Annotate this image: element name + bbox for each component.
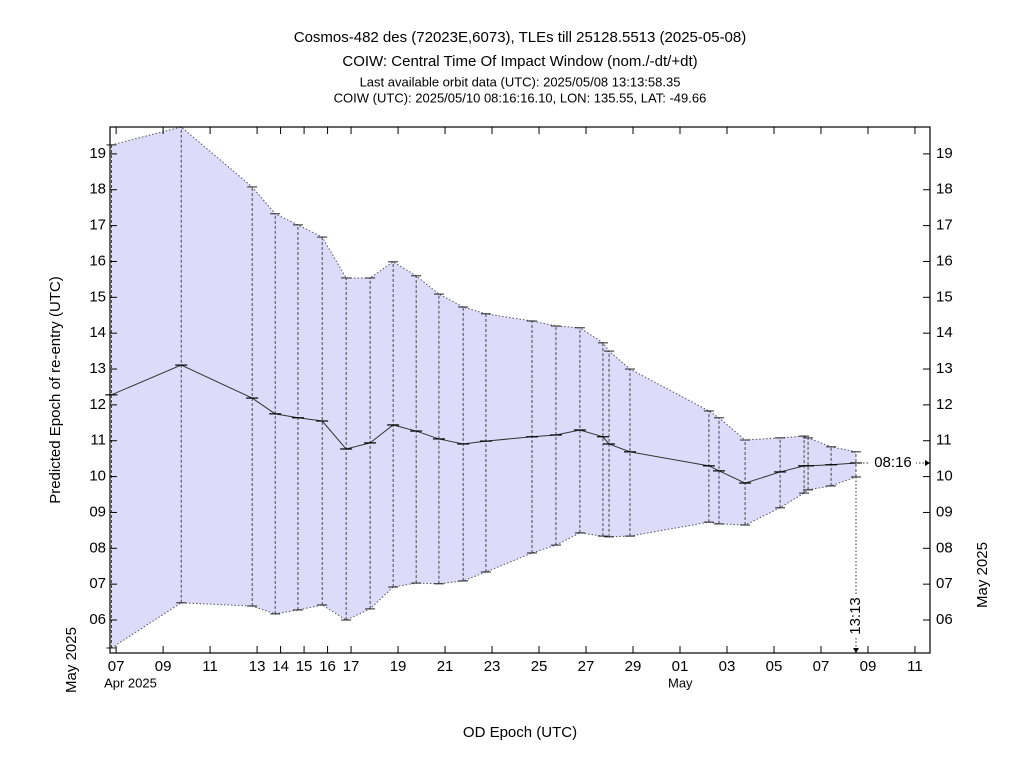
y2-tick-label: 17: [936, 217, 953, 234]
y2-tick-label: 11: [936, 432, 952, 449]
arrow: [925, 459, 930, 466]
y-tick-label: 15: [89, 288, 106, 305]
x-tick-label: 01: [672, 658, 689, 675]
y2-tick-label: 12: [936, 396, 953, 413]
y-tick-label: 14: [89, 324, 106, 341]
x-tick-label: 19: [390, 658, 407, 675]
y-tick-label: 11: [90, 432, 106, 449]
x-tick-label: 03: [719, 658, 736, 675]
arrow: [852, 648, 859, 653]
x-tick-label: 09: [860, 658, 877, 675]
y-tick-label: 08: [89, 539, 106, 556]
y2-tick-label: 09: [936, 503, 953, 520]
y2-tick-label: 15: [936, 288, 953, 305]
x-tick-label: 23: [484, 658, 501, 675]
last-label-bg: [846, 594, 865, 638]
x-sublabel: May: [668, 675, 693, 690]
x-tick-label: 07: [108, 658, 125, 675]
chart-subtitle: COIW: Central Time Of Impact Window (nom…: [342, 53, 697, 70]
x-tick-label: 15: [296, 658, 313, 675]
y-tick-label: 18: [89, 181, 106, 198]
y-tick-label: 12: [89, 396, 106, 413]
x-tick-label: 05: [766, 658, 783, 675]
coiw-label-bg: [870, 453, 916, 472]
x-tick-label: 09: [155, 658, 172, 675]
x-tick-label: 13: [249, 658, 266, 675]
y2-tick-label: 13: [936, 360, 953, 377]
x-tick-label: 07: [813, 658, 830, 675]
y2-tick-label: 18: [936, 181, 953, 198]
y-tick-label: 16: [89, 252, 106, 269]
y-axis-label: Predicted Epoch of re-entry (UTC): [47, 276, 64, 504]
x-tick-label: 11: [907, 658, 923, 675]
plot-frame: [109, 126, 931, 654]
x-axis-label: OD Epoch (UTC): [463, 724, 577, 741]
x-tick-label: 27: [578, 658, 595, 675]
y-month-label: May 2025: [63, 627, 80, 693]
y2-tick-label: 08: [936, 539, 953, 556]
info-line: COIW (UTC): 2025/05/10 08:16:16.10, LON:…: [334, 90, 707, 105]
upper-bound-line: [111, 126, 857, 453]
y2-tick-label: 06: [936, 611, 953, 628]
y-tick-label: 07: [89, 575, 106, 592]
y2-tick-label: 19: [936, 145, 953, 162]
chart-title: Cosmos-482 des (72023E,6073), TLEs till …: [294, 29, 747, 46]
x-sublabel: Apr 2025: [104, 675, 157, 690]
y-tick-label: 10: [89, 468, 106, 485]
info-line: Last available orbit data (UTC): 2025/05…: [360, 74, 681, 89]
y-tick-label: 06: [89, 611, 106, 628]
coiw-annotation: 08:16: [874, 454, 912, 471]
y2-tick-label: 10: [936, 468, 953, 485]
y2-tick-label: 16: [936, 252, 953, 269]
x-tick-label: 25: [531, 658, 548, 675]
x-tick-label: 16: [319, 658, 336, 675]
y-month-label: May 2025: [974, 542, 991, 608]
last-data-annotation: 13:13: [847, 597, 864, 635]
y-tick-label: 19: [89, 145, 106, 162]
x-tick-label: 14: [272, 658, 289, 675]
y2-tick-label: 14: [936, 324, 953, 341]
y-tick-label: 13: [89, 360, 106, 377]
y-tick-label: 09: [89, 503, 106, 520]
x-tick-label: 21: [437, 658, 454, 675]
x-tick-label: 11: [202, 658, 218, 675]
y2-tick-label: 07: [936, 575, 953, 592]
x-tick-label: 29: [625, 658, 642, 675]
y-tick-label: 17: [89, 217, 106, 234]
uncertainty-band: [111, 127, 856, 648]
x-tick-label: 17: [343, 658, 360, 675]
